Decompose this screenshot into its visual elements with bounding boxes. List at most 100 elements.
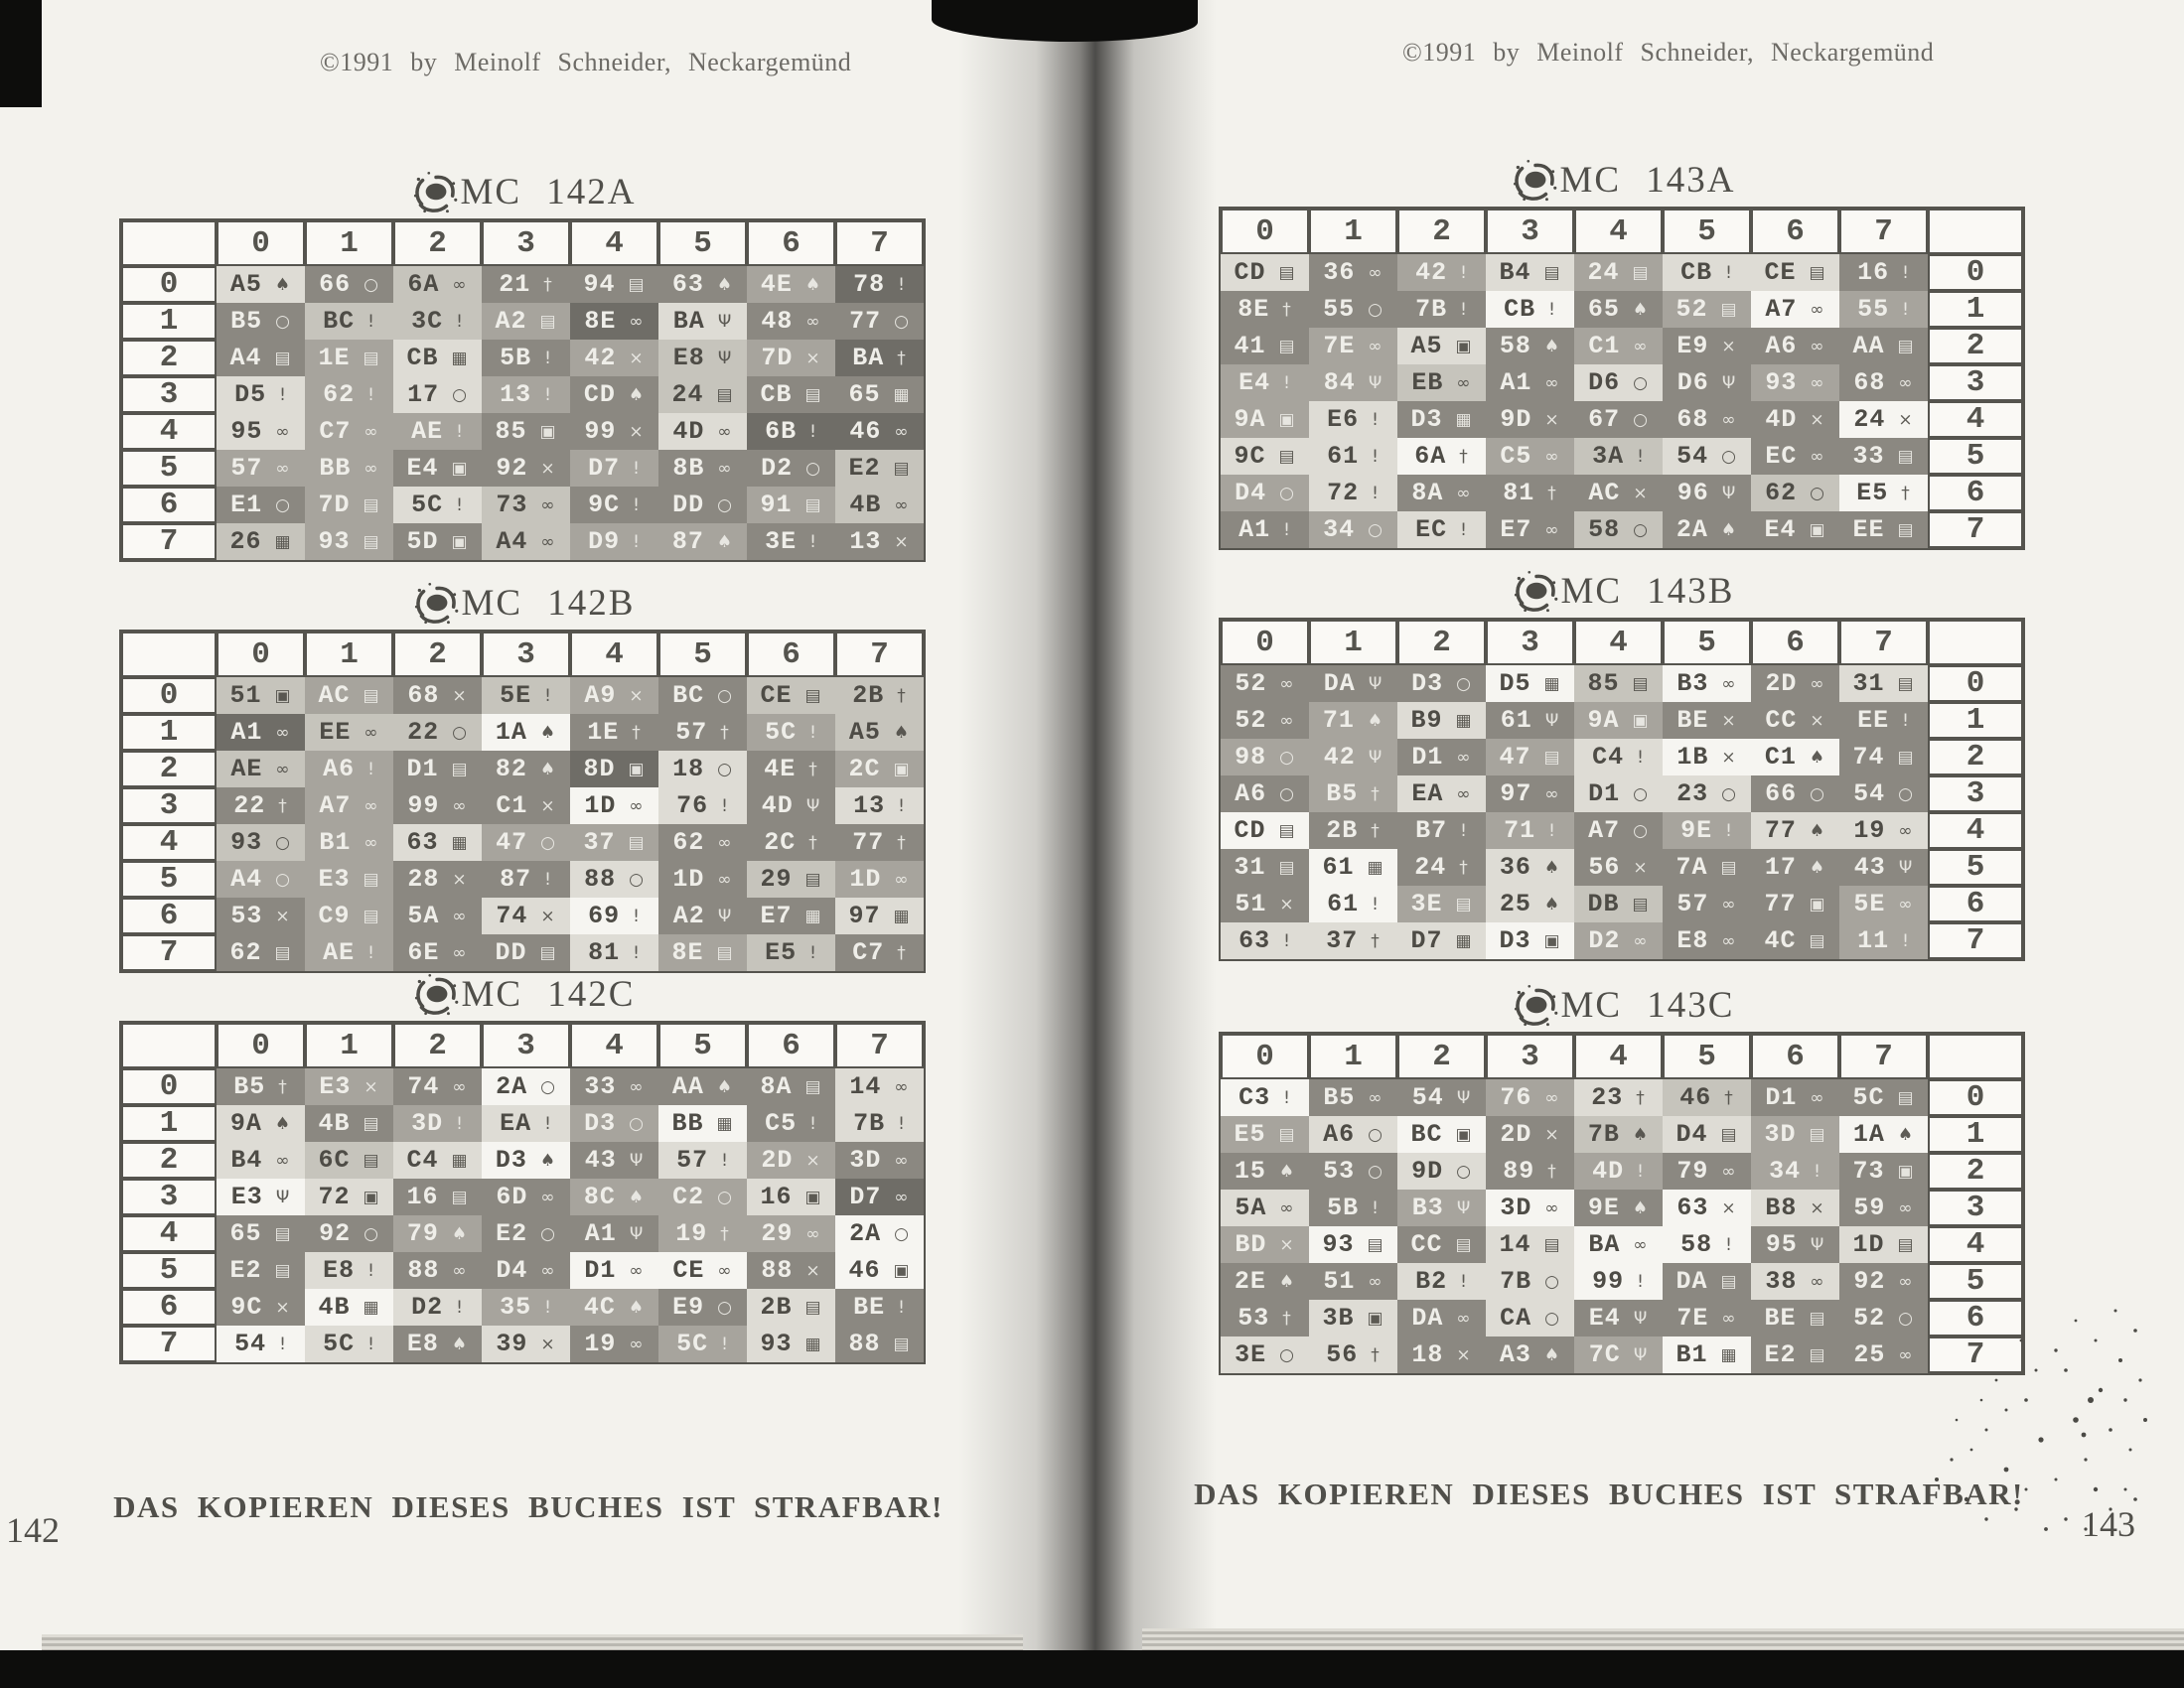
drop-icon: !	[1548, 299, 1556, 320]
code-cell: 2A ○	[482, 1068, 570, 1105]
cross-icon: ×	[1721, 710, 1737, 731]
column-header: 2	[1397, 1034, 1486, 1079]
acorn-icon: ♠	[1278, 1161, 1296, 1182]
code-cell: 78!	[835, 266, 924, 303]
code-value: 4D	[672, 417, 705, 446]
code-value: E8	[406, 1330, 439, 1358]
code-value: C7	[319, 417, 352, 446]
code-cell: B2!	[1397, 1263, 1486, 1300]
code-value: A9	[584, 681, 617, 710]
person-icon: Ψ	[1456, 1197, 1472, 1218]
dagger-icon: †	[1901, 483, 1911, 503]
code-value: 42	[1415, 258, 1448, 287]
swirl-logo-icon	[1514, 159, 1557, 202]
code-cell: 5A ∞	[393, 898, 482, 934]
code-cell: 57 ∞	[1663, 886, 1751, 922]
code-value: D1	[1411, 743, 1444, 772]
code-value: C1	[1764, 743, 1797, 772]
code-value: EC	[1765, 442, 1798, 471]
case-icon: ▤	[716, 384, 734, 405]
code-value: 92	[1853, 1267, 1886, 1296]
code-cell: AC ▤	[305, 677, 393, 714]
code-value: 1E	[587, 718, 620, 747]
code-cell: CD ♠	[570, 376, 658, 413]
code-cell: D7 ∞	[835, 1179, 924, 1215]
code-value: 3C	[411, 307, 444, 336]
code-cell: D7!	[570, 450, 658, 487]
code-value: 92	[319, 1219, 352, 1248]
code-value: 5B	[500, 344, 532, 372]
code-value: 34	[1769, 1157, 1802, 1186]
ring-icon: ○	[717, 494, 733, 515]
code-cell: 24 ▤	[658, 376, 747, 413]
code-value: E4	[1238, 368, 1271, 397]
acorn-icon: ♠	[1367, 710, 1384, 731]
swirl-logo-icon	[1515, 570, 1558, 613]
ring-icon: ○	[717, 1297, 733, 1318]
code-cell: E8!	[305, 1252, 393, 1289]
code-value: 7B	[1415, 295, 1448, 324]
table-mc-142b: MC 142B 0 1 2 3 4 5 6 7 0 51 ▣ AC ▤ 68 × 5E! A9 × BC ○ CE ▤ 2B †…	[119, 578, 926, 973]
acorn-icon: ♠	[1278, 1271, 1296, 1292]
code-value: D3	[584, 1109, 617, 1138]
code-cell: 9D ○	[1397, 1153, 1486, 1190]
code-cell: D6 ○	[1574, 364, 1663, 401]
person-icon: Ψ	[629, 1150, 645, 1171]
cross-icon: ×	[540, 1334, 556, 1354]
code-value: 62	[672, 828, 705, 857]
balls-icon: ∞	[1633, 336, 1649, 356]
drop-icon: !	[1902, 930, 1910, 951]
code-value: 47	[1499, 743, 1531, 772]
balls-icon: ∞	[805, 311, 821, 332]
code-cell: 16 ▤	[393, 1179, 482, 1215]
code-cell: 5A ∞	[1221, 1190, 1309, 1226]
code-value: 16	[760, 1183, 793, 1211]
code-value: B8	[1765, 1194, 1798, 1222]
code-value: A6	[1323, 1120, 1356, 1149]
code-value: E8	[1676, 926, 1709, 955]
dagger-icon: †	[1636, 1087, 1646, 1108]
code-cell: 92 ×	[482, 450, 570, 487]
code-cell: B4 ▤	[1486, 254, 1574, 291]
code-value: 13	[853, 791, 886, 820]
case-icon: ▤	[363, 869, 380, 890]
case-icon: ▤	[716, 942, 734, 963]
table-title-text: MC 142A	[460, 171, 637, 212]
code-cell: 8A ∞	[1397, 475, 1486, 511]
code-cell: A6!	[305, 751, 393, 787]
box-icon: ▣	[1367, 1308, 1384, 1329]
dagger-icon: †	[897, 832, 907, 853]
cross-icon: ×	[1456, 1344, 1472, 1365]
code-value: B5	[230, 307, 263, 336]
acorn-icon: ♠	[1809, 747, 1826, 768]
code-cell: 51 ▣	[217, 677, 305, 714]
box-icon: ▣	[451, 531, 469, 552]
code-cell: 14 ▤	[1486, 1226, 1574, 1263]
code-value: D7	[849, 1183, 882, 1211]
row-header: 6	[121, 898, 217, 934]
box-icon: ▣	[804, 1187, 822, 1207]
code-value: 98	[1235, 743, 1267, 772]
code-value: 23	[1676, 779, 1709, 808]
box-icon: ▣	[1455, 1124, 1473, 1145]
code-value: BD	[1235, 1230, 1267, 1259]
balls-icon: ∞	[1456, 783, 1472, 804]
person-icon: Ψ	[1633, 1344, 1649, 1365]
drop-icon: !	[721, 1150, 729, 1171]
code-value: 37	[1326, 926, 1359, 955]
code-value: 51	[1235, 890, 1267, 918]
code-value: B1	[1675, 1340, 1708, 1369]
code-cell: 52 ▤	[1663, 291, 1751, 328]
drop-icon: !	[1637, 747, 1645, 768]
code-cell: 2D ∞	[1751, 665, 1839, 702]
acorn-icon: ♠	[1543, 336, 1561, 356]
code-cell: 99!	[1574, 1263, 1663, 1300]
code-value: 1D	[672, 865, 705, 894]
code-value: AA	[1852, 332, 1885, 360]
ring-icon: ○	[540, 1223, 556, 1244]
code-value: 3E	[765, 527, 798, 556]
drop-icon: !	[1725, 262, 1733, 283]
ring-icon: ○	[717, 685, 733, 706]
column-header: 4	[570, 220, 658, 266]
